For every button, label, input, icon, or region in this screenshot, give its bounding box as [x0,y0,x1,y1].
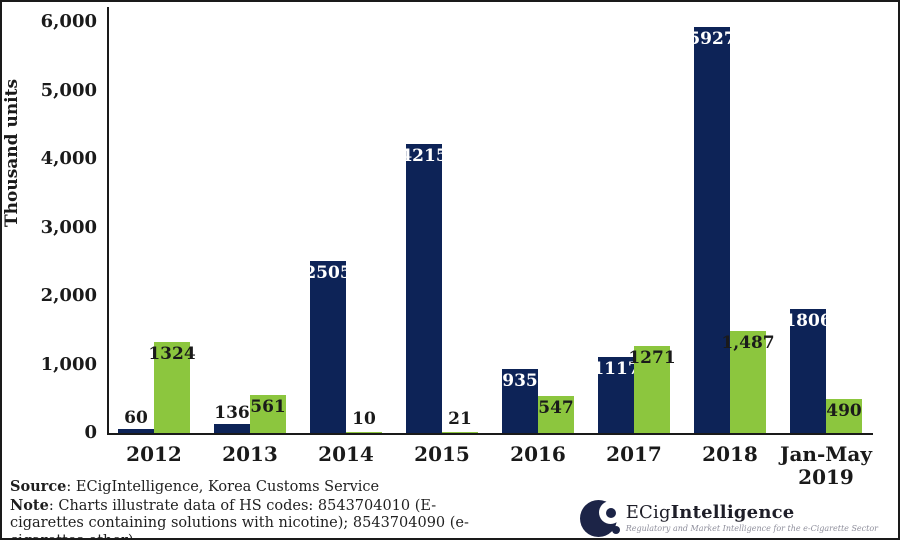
brand-name: ECigIntelligence [625,502,795,523]
bar-value-label: 136 [214,402,250,423]
bar-value-label: 21 [448,409,472,429]
bar-value-label: 561 [250,396,286,417]
bar-green-2013 [250,394,286,433]
x-axis-tick-label: 2013 [222,442,278,466]
x-axis-tick-label: 2015 [414,442,470,466]
x-axis-tick-label: 2014 [318,442,374,466]
bar-value-label: 5927 [688,29,736,50]
bar-navy-2013 [214,423,250,433]
bar-navy-2018 [694,27,730,433]
bar-value-label: 4215 [400,146,448,167]
bar-navy-2017 [598,356,634,433]
ecigintelligence-logo: ECigIntelligence Regulatory and Market I… [579,500,878,537]
bar-value-label: 490 [826,401,862,422]
bar-value-label: 10 [352,409,376,429]
logo-text: ECigIntelligence Regulatory and Market I… [626,503,878,534]
y-axis-tick-label: 6,000 [40,11,97,33]
brand-tagline: Regulatory and Market Intelligence for t… [625,524,878,533]
y-axis-tick-label: 4,000 [40,148,97,170]
y-axis-tick-label: 3,000 [40,216,97,238]
bar-green-2012 [154,342,190,433]
bar-value-label: 935 [502,370,538,391]
bar-value-label: 60 [124,407,148,428]
bar-green-2018 [730,331,766,433]
x-axis-tick-label: 2018 [702,442,758,466]
note-label: Note [10,496,49,514]
bar-navy-2015 [406,144,442,433]
note-text: : Charts illustrate data of HS codes: 85… [10,497,469,539]
bar-value-label: 1271 [628,347,676,368]
footer-notes: Source: ECigIntelligence, Korea Customs … [10,478,510,539]
bar-navy-Jan-May-2019 [790,309,826,433]
source-label: Source [10,478,67,495]
source-line: Source: ECigIntelligence, Korea Customs … [10,478,510,497]
source-text: : ECigIntelligence, Korea Customs Servic… [66,479,380,495]
bar-value-label: 1,487 [721,333,775,354]
x-axis-tick-label: 2016 [510,442,566,466]
bar-value-label: 1117 [592,358,640,379]
bar-green-2016 [538,395,574,433]
ecigintelligence-logo-icon [579,500,622,537]
y-axis-tick-label: 5,000 [40,79,97,101]
bar-navy-2016 [502,368,538,433]
x-axis-tick-label: Jan-May 2019 [780,442,872,489]
bar-navy-2012 [118,428,154,433]
x-axis-tick-label: 2017 [606,442,662,466]
bar-value-label: 547 [538,397,574,418]
y-axis-tick-label: 2,000 [40,285,97,307]
y-axis-tick-label: 1,000 [40,353,97,375]
bar-value-label: 2505 [304,263,352,284]
plot-area: 0 1,000 2,000 3,000 4,000 5,000 6,000 2012 2013 2… [41,7,873,489]
bar-value-label: 1806 [784,311,832,332]
bar-green-Jan-May-2019 [826,399,862,433]
bar-green-2017 [634,345,670,433]
note-line: Note: Charts illustrate data of HS codes… [10,496,510,539]
bar-green-2015 [442,431,478,433]
bar-navy-2014 [310,261,346,433]
bar-green-2014 [346,432,382,433]
bar-value-label: 1324 [148,344,196,365]
y-axis-tick-label: 0 [84,422,97,443]
x-axis-tick-label: 2012 [126,442,182,466]
